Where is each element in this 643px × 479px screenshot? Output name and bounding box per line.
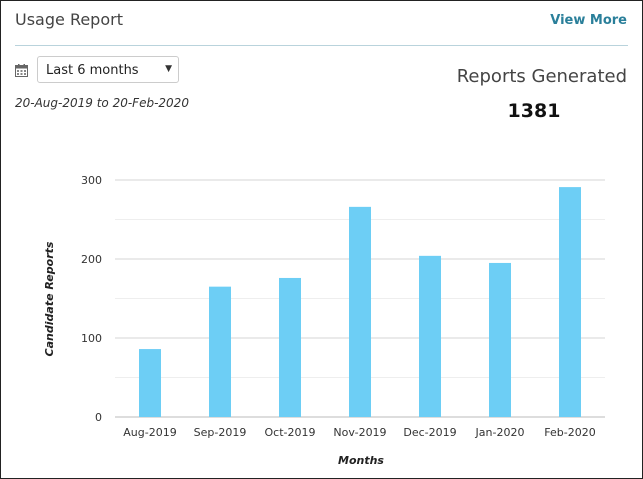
panel-title: Usage Report (15, 10, 123, 29)
y-tick-label: 300 (81, 174, 102, 187)
bar-dec-2019[interactable] (419, 255, 441, 417)
bar-sep-2019[interactable] (209, 286, 231, 417)
header-divider (15, 45, 628, 46)
y-axis-title: Candidate Reports (43, 241, 56, 356)
x-tick-label: Feb-2020 (544, 426, 595, 439)
bar-aug-2019[interactable] (139, 349, 161, 417)
period-select-value: Last 6 months (46, 63, 139, 78)
calendar-icon (15, 64, 28, 77)
x-tick-label: Sep-2019 (194, 426, 247, 439)
x-tick-label: Oct-2019 (265, 426, 316, 439)
period-select[interactable]: Last 6 months ▼ (37, 56, 179, 83)
y-tick-label: 0 (95, 411, 102, 424)
date-range: 20-Aug-2019 to 20-Feb-2020 (15, 96, 189, 110)
reports-generated-value: 1381 (507, 100, 561, 122)
x-tick-label: Nov-2019 (333, 426, 386, 439)
bar-jan-2020[interactable] (489, 262, 511, 417)
x-tick-label: Aug-2019 (123, 426, 176, 439)
bar-nov-2019[interactable] (349, 206, 371, 417)
reports-generated-label: Reports Generated (456, 66, 627, 87)
x-axis-title: Months (338, 454, 384, 467)
bar-oct-2019[interactable] (279, 277, 301, 417)
view-more-link[interactable]: View More (550, 13, 627, 28)
y-tick-label: 100 (81, 332, 102, 345)
x-tick-label: Dec-2019 (403, 426, 456, 439)
x-tick-label: Jan-2020 (475, 426, 525, 439)
bar-feb-2020[interactable] (559, 187, 581, 417)
caret-down-icon: ▼ (165, 64, 172, 74)
y-tick-label: 200 (81, 253, 102, 266)
